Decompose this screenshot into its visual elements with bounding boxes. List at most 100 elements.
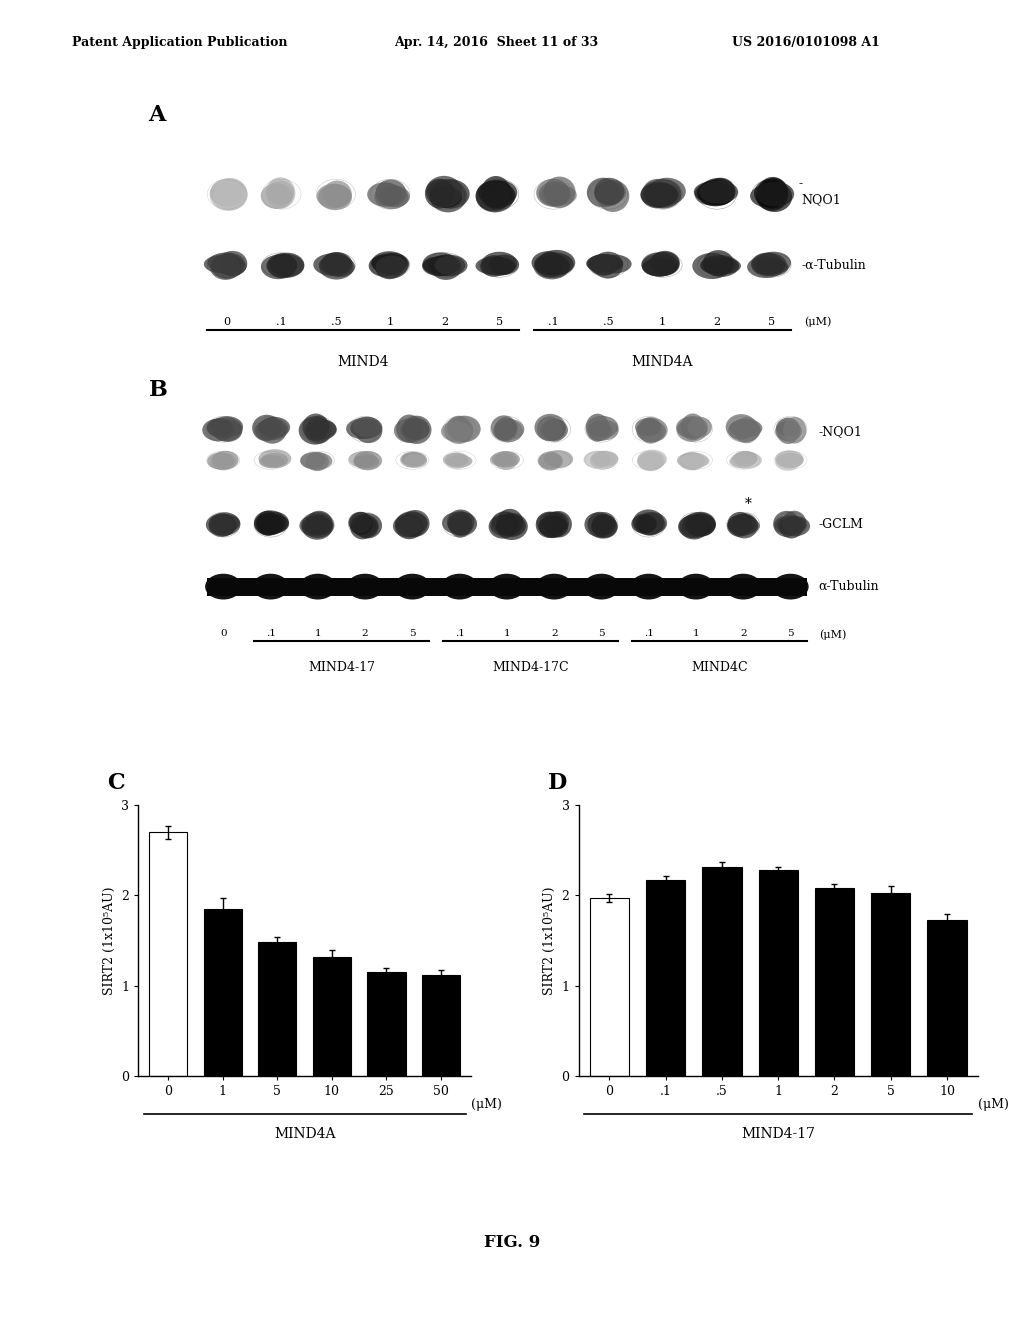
Text: MIND4-17: MIND4-17	[308, 661, 375, 675]
Bar	[258, 942, 297, 1076]
Ellipse shape	[750, 185, 786, 207]
Ellipse shape	[594, 182, 623, 206]
Ellipse shape	[534, 253, 570, 280]
Ellipse shape	[535, 414, 566, 441]
Ellipse shape	[318, 256, 349, 275]
Ellipse shape	[313, 253, 351, 276]
Ellipse shape	[475, 256, 513, 275]
Ellipse shape	[258, 449, 291, 469]
Ellipse shape	[347, 574, 383, 599]
Ellipse shape	[642, 183, 681, 209]
Text: .1: .1	[644, 630, 653, 639]
Text: 1: 1	[659, 317, 667, 327]
Text: MIND4-17C: MIND4-17C	[493, 661, 568, 675]
Ellipse shape	[444, 417, 474, 444]
Ellipse shape	[348, 512, 372, 533]
Ellipse shape	[322, 252, 352, 276]
Ellipse shape	[213, 178, 248, 210]
Y-axis label: SIRT2 (1x10⁵AU): SIRT2 (1x10⁵AU)	[543, 886, 556, 995]
Text: 2: 2	[361, 630, 369, 639]
Ellipse shape	[727, 513, 758, 536]
Ellipse shape	[754, 180, 787, 207]
Ellipse shape	[498, 420, 524, 440]
Ellipse shape	[756, 182, 795, 206]
Ellipse shape	[441, 574, 478, 599]
Ellipse shape	[632, 513, 656, 533]
Ellipse shape	[539, 516, 568, 537]
Ellipse shape	[700, 178, 735, 206]
Ellipse shape	[476, 181, 511, 211]
Ellipse shape	[260, 512, 289, 533]
Ellipse shape	[591, 515, 617, 537]
Ellipse shape	[205, 574, 242, 599]
Ellipse shape	[401, 451, 427, 466]
Ellipse shape	[541, 418, 568, 441]
Ellipse shape	[211, 253, 244, 279]
Ellipse shape	[304, 418, 332, 444]
Text: 1: 1	[692, 630, 699, 639]
Ellipse shape	[694, 183, 728, 206]
Ellipse shape	[702, 249, 734, 276]
Ellipse shape	[303, 516, 333, 536]
Ellipse shape	[212, 451, 239, 469]
Ellipse shape	[775, 450, 804, 469]
Ellipse shape	[699, 181, 738, 203]
Ellipse shape	[730, 451, 762, 469]
Ellipse shape	[490, 516, 515, 536]
Ellipse shape	[637, 418, 668, 442]
Ellipse shape	[726, 414, 757, 440]
Ellipse shape	[773, 511, 800, 537]
Ellipse shape	[706, 178, 735, 205]
Ellipse shape	[705, 255, 739, 277]
Ellipse shape	[685, 513, 716, 537]
Ellipse shape	[490, 416, 517, 441]
Ellipse shape	[210, 255, 241, 280]
Text: 1: 1	[504, 630, 510, 639]
Text: (μM): (μM)	[471, 1098, 502, 1111]
Text: B: B	[148, 379, 167, 401]
Ellipse shape	[210, 516, 237, 536]
Ellipse shape	[780, 516, 810, 536]
Ellipse shape	[775, 453, 801, 471]
Ellipse shape	[206, 515, 234, 535]
Ellipse shape	[591, 450, 618, 467]
Ellipse shape	[587, 178, 620, 207]
Text: -NQO1: -NQO1	[819, 425, 862, 438]
Ellipse shape	[354, 515, 379, 537]
Ellipse shape	[261, 183, 292, 209]
Ellipse shape	[481, 176, 511, 209]
Ellipse shape	[536, 574, 572, 599]
Ellipse shape	[376, 180, 407, 206]
Ellipse shape	[692, 253, 731, 279]
Ellipse shape	[536, 256, 563, 277]
Ellipse shape	[350, 515, 375, 540]
Text: MIND4A: MIND4A	[632, 355, 693, 368]
Text: 1: 1	[387, 317, 394, 327]
Ellipse shape	[306, 515, 331, 533]
Ellipse shape	[633, 510, 665, 535]
Text: .1: .1	[548, 317, 559, 327]
Text: .1: .1	[265, 630, 275, 639]
Ellipse shape	[211, 416, 243, 437]
Ellipse shape	[539, 451, 562, 470]
Ellipse shape	[755, 259, 788, 276]
Ellipse shape	[425, 178, 455, 209]
Ellipse shape	[218, 251, 247, 276]
Ellipse shape	[309, 420, 337, 438]
Ellipse shape	[449, 511, 472, 537]
Ellipse shape	[492, 511, 518, 533]
Bar	[702, 866, 741, 1076]
Ellipse shape	[700, 256, 736, 275]
Ellipse shape	[306, 420, 337, 440]
Ellipse shape	[393, 515, 423, 537]
Ellipse shape	[213, 515, 240, 532]
Ellipse shape	[207, 453, 233, 470]
Ellipse shape	[539, 512, 566, 539]
Ellipse shape	[208, 252, 245, 273]
Text: 2: 2	[441, 317, 449, 327]
Ellipse shape	[531, 251, 564, 275]
Ellipse shape	[638, 450, 667, 469]
Ellipse shape	[265, 177, 295, 209]
Ellipse shape	[255, 420, 280, 441]
Ellipse shape	[635, 418, 660, 436]
